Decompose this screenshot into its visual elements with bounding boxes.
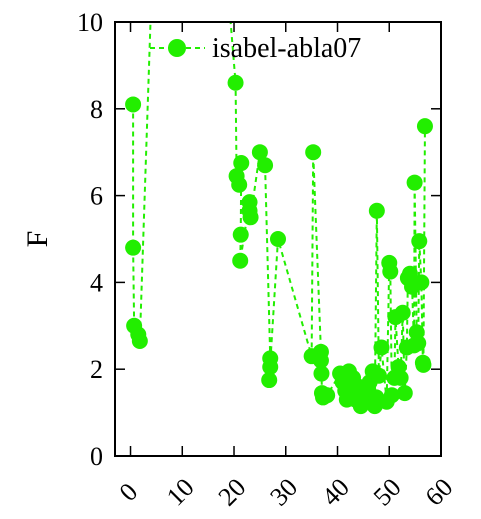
data-point	[411, 233, 427, 249]
y-tick-label: 10	[77, 8, 103, 37]
x-tick-label: 10	[161, 473, 200, 512]
y-tick-label: 8	[90, 95, 103, 124]
data-point	[417, 118, 433, 134]
legend-label: isabel-abla07	[212, 33, 361, 64]
data-point	[257, 157, 273, 173]
data-point	[270, 231, 286, 247]
data-point	[373, 340, 389, 356]
y-tick-label: 4	[90, 268, 103, 297]
data-point	[393, 370, 409, 386]
data-point	[319, 387, 335, 403]
data-point	[228, 75, 244, 91]
data-point	[221, 0, 237, 8]
data-point	[232, 253, 248, 269]
data-point	[233, 155, 249, 171]
data-point	[125, 240, 141, 256]
data-point	[371, 368, 387, 384]
data-point	[233, 227, 249, 243]
data-point	[395, 305, 411, 321]
data-point	[261, 372, 277, 388]
data-point	[407, 175, 423, 191]
data-point	[415, 357, 431, 373]
data-point	[243, 209, 259, 225]
data-point	[397, 385, 413, 401]
y-tick-label: 2	[90, 355, 103, 384]
x-tick-label: 20	[213, 473, 252, 512]
data-point	[231, 177, 247, 193]
data-point	[369, 203, 385, 219]
y-tick-label: 6	[90, 182, 103, 211]
data-point	[313, 366, 329, 382]
data-point	[305, 144, 321, 160]
data-point	[125, 96, 141, 112]
x-tick-label: 50	[368, 473, 407, 512]
data-point	[382, 264, 398, 280]
data-point	[413, 274, 429, 290]
legend: isabel-abla07	[150, 33, 361, 64]
x-tick-label: 0	[114, 477, 144, 507]
data-point	[143, 0, 159, 8]
legend-marker	[168, 39, 186, 57]
y-tick-label: 0	[90, 442, 103, 471]
data-point	[132, 333, 148, 349]
x-tick-label: 60	[420, 473, 459, 512]
y-axis-label: F	[21, 231, 54, 248]
data-point	[410, 335, 426, 351]
x-tick-label: 40	[316, 473, 355, 512]
x-tick-label: 30	[264, 473, 303, 512]
